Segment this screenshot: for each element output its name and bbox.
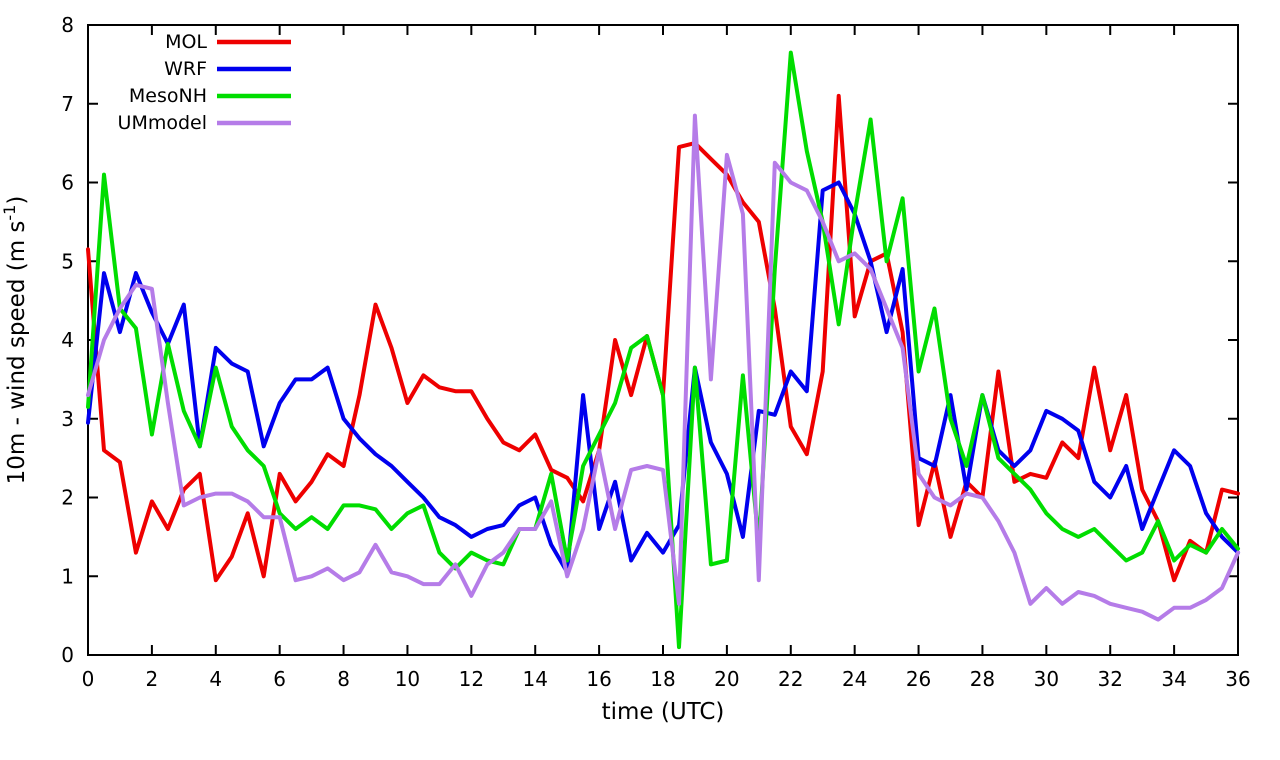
legend-label-UMmodel: UMmodel: [118, 112, 207, 134]
y-tick-label: 6: [61, 171, 74, 195]
legend-label-MesoNH: MesoNH: [129, 85, 207, 107]
x-tick-label: 22: [778, 667, 803, 691]
x-tick-label: 16: [586, 667, 611, 691]
x-tick-label: 32: [1097, 667, 1122, 691]
x-tick-label: 12: [459, 667, 484, 691]
x-tick-label: 2: [146, 667, 159, 691]
x-tick-label: 26: [906, 667, 931, 691]
x-tick-label: 24: [842, 667, 867, 691]
y-tick-label: 3: [61, 407, 74, 431]
x-tick-label: 36: [1225, 667, 1250, 691]
x-tick-label: 20: [714, 667, 739, 691]
x-tick-label: 0: [82, 667, 95, 691]
x-tick-label: 30: [1034, 667, 1059, 691]
x-tick-label: 6: [273, 667, 286, 691]
x-tick-label: 8: [337, 667, 350, 691]
x-tick-label: 4: [209, 667, 222, 691]
series-line-WRF: [86, 180, 1240, 575]
y-tick-label: 0: [61, 643, 74, 667]
y-axis-title: 10m - wind speed (m s-1): [0, 196, 30, 485]
y-tick-label: 8: [61, 13, 74, 37]
x-tick-label: 18: [650, 667, 675, 691]
y-tick-label: 5: [61, 249, 74, 273]
legend-label-WRF: WRF: [164, 58, 207, 80]
x-tick-label: 34: [1161, 667, 1186, 691]
y-tick-label: 4: [61, 328, 74, 352]
x-tick-label: 14: [522, 667, 547, 691]
x-axis-title: time (UTC): [602, 699, 725, 725]
x-tick-label: 28: [970, 667, 995, 691]
series-line-MOL: [86, 93, 1240, 583]
y-tick-label: 1: [61, 564, 74, 588]
x-tick-label: 10: [395, 667, 420, 691]
y-tick-label: 2: [61, 486, 74, 510]
series-line-MesoNH: [86, 50, 1240, 650]
legend-label-MOL: MOL: [165, 31, 207, 53]
series-line-UMmodel: [86, 113, 1240, 622]
y-tick-label: 7: [61, 92, 74, 116]
